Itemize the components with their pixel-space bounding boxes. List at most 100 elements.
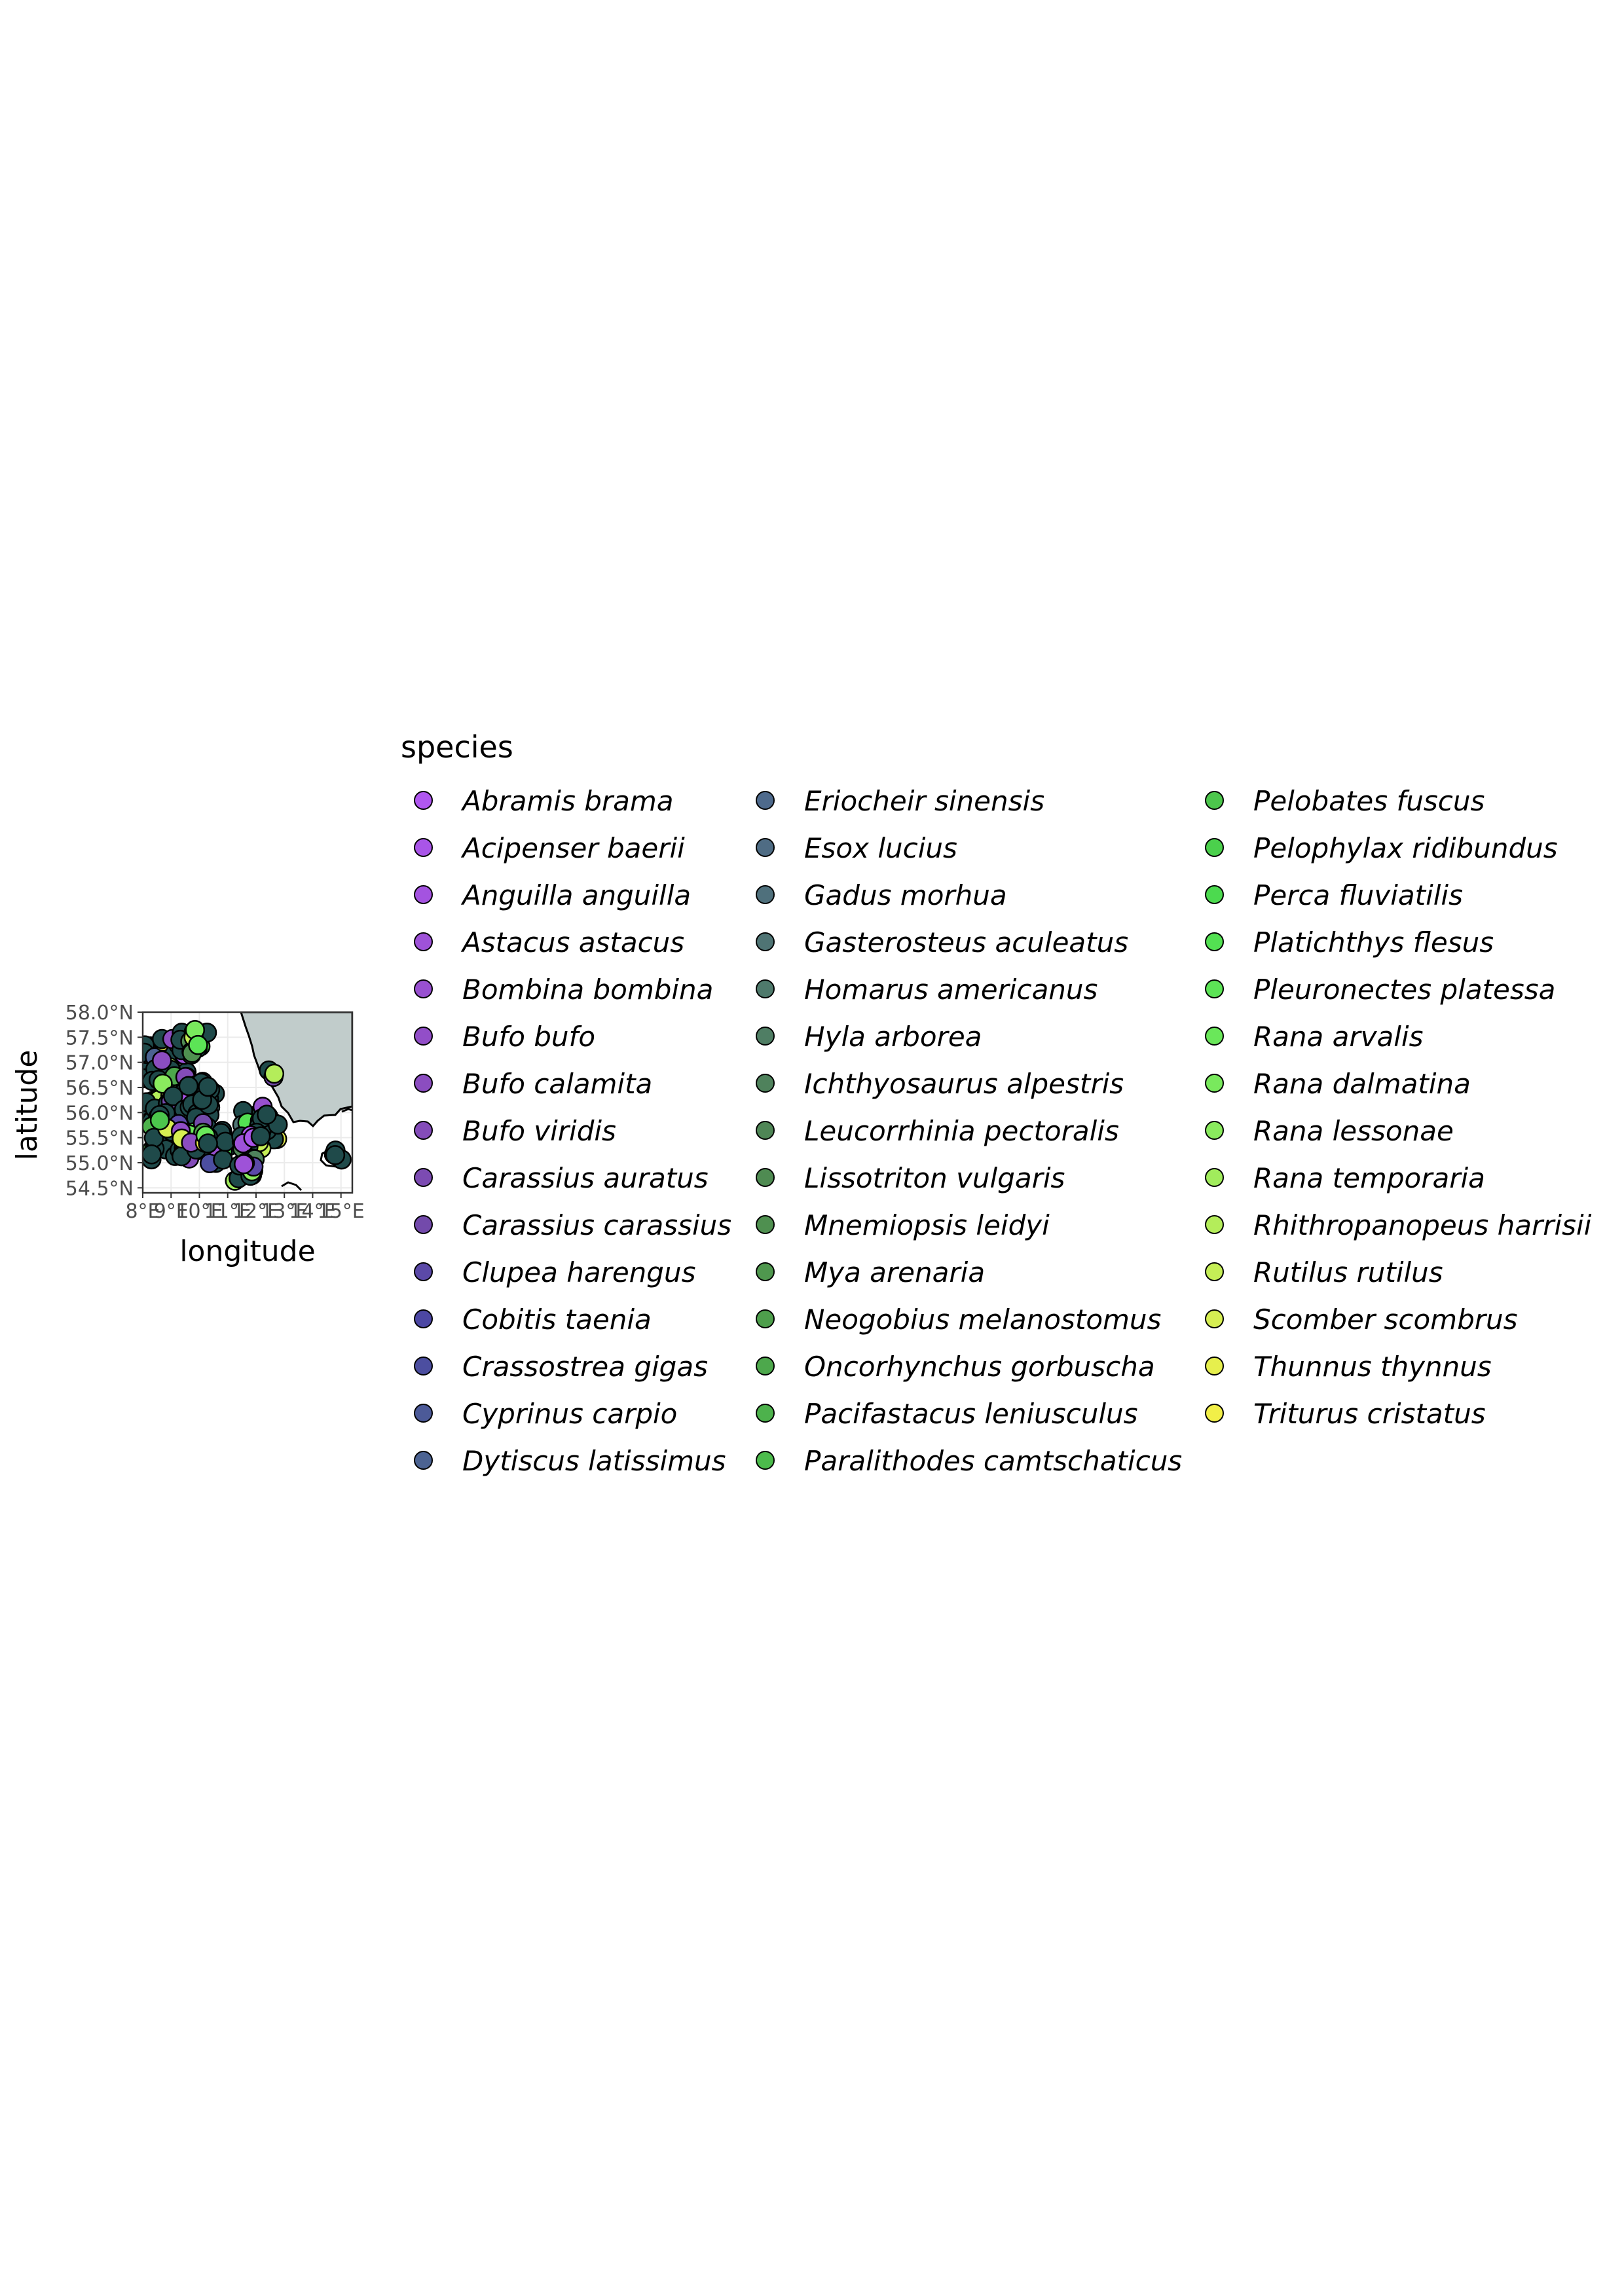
x-tick-label: 9°E xyxy=(154,1200,189,1223)
occurrence-point xyxy=(149,1110,170,1131)
legend-label: Rutilus rutilus xyxy=(1253,1256,1443,1288)
legend-key-circle-icon xyxy=(1205,1262,1224,1281)
legend-label: Rhithropanopeus harrisii xyxy=(1253,1209,1592,1241)
legend-key-circle-icon xyxy=(1205,979,1224,998)
legend-key-circle-icon xyxy=(756,838,775,857)
occurrence-point xyxy=(188,1034,208,1055)
legend-label: Triturus cristatus xyxy=(1253,1398,1486,1430)
legend-key-circle-icon xyxy=(756,1262,775,1281)
legend-label: Rana arvalis xyxy=(1253,1021,1424,1053)
y-tick-label: 56.5°N xyxy=(65,1077,134,1100)
legend-key-circle-icon xyxy=(414,838,433,857)
y-tick-label: 58.0°N xyxy=(65,1002,134,1025)
legend-key-circle-icon xyxy=(414,1451,433,1470)
legend-key-circle-icon xyxy=(1205,885,1224,904)
occurrence-point xyxy=(264,1063,285,1084)
legend-key-circle-icon xyxy=(414,1309,433,1328)
legend-key-circle-icon xyxy=(756,885,775,904)
legend-label: Lissotriton vulgaris xyxy=(804,1162,1065,1194)
legend-key-circle-icon xyxy=(1205,838,1224,857)
legend-label: Ichthyosaurus alpestris xyxy=(804,1068,1124,1100)
legend-key-circle-icon xyxy=(414,1262,433,1281)
legend-key-circle-icon xyxy=(1205,1121,1224,1140)
legend-key-circle-icon xyxy=(414,1357,433,1376)
legend-label: Scomber scombrus xyxy=(1253,1303,1518,1336)
legend-label: Carassius auratus xyxy=(462,1162,709,1194)
occurrence-point xyxy=(257,1104,277,1125)
legend-key-circle-icon xyxy=(1205,791,1224,810)
legend-label: Abramis brama xyxy=(462,785,674,817)
legend-label: Thunnus thynnus xyxy=(1253,1351,1492,1383)
x-axis: 8°E9°E10°E11°E12°E13°E14°E15°E xyxy=(125,1193,365,1223)
legend-key-circle-icon xyxy=(414,1404,433,1423)
coastline-east xyxy=(341,1108,352,1113)
occurrence-point xyxy=(325,1145,346,1165)
legend-key-circle-icon xyxy=(1205,1027,1224,1046)
legend-key-circle-icon xyxy=(756,1215,775,1234)
legend-key-circle-icon xyxy=(414,1121,433,1140)
legend-label: Pacifastacus leniusculus xyxy=(804,1398,1138,1430)
legend-key-circle-icon xyxy=(756,1309,775,1328)
legend-key-circle-icon xyxy=(756,1357,775,1376)
occurrence-points xyxy=(143,1019,352,1191)
x-tick-label: 8°E xyxy=(125,1200,160,1223)
legend-key-circle-icon xyxy=(756,1027,775,1046)
legend-label: Oncorhynchus gorbuscha xyxy=(804,1351,1155,1383)
sea-area xyxy=(240,1012,352,1128)
legend-label: Pelophylax ridibundus xyxy=(1253,832,1558,864)
legend-key-circle-icon xyxy=(1205,1357,1224,1376)
occurrence-point xyxy=(250,1126,271,1146)
legend-key-circle-icon xyxy=(414,791,433,810)
legend-label: Rana lessonae xyxy=(1253,1115,1454,1147)
x-axis-title: longitude xyxy=(179,1235,315,1268)
y-tick-label: 56.0°N xyxy=(65,1102,134,1125)
legend-title: species xyxy=(401,729,513,765)
x-tick-label: 11°E xyxy=(204,1200,251,1223)
legend-label: Carassius carassius xyxy=(462,1209,732,1241)
legend-label: Platichthys flesus xyxy=(1253,926,1494,958)
legend-label: Pelobates fuscus xyxy=(1253,785,1485,817)
y-axis: 54.5°N55.0°N55.5°N56.0°N56.5°N57.0°N 57.5… xyxy=(65,1002,143,1200)
legend-key-circle-icon xyxy=(1205,932,1224,951)
coastline-south xyxy=(281,1181,303,1192)
legend-label: Hyla arborea xyxy=(804,1021,982,1053)
y-tick-label: 57.0°N xyxy=(65,1052,134,1075)
legend-key-circle-icon xyxy=(756,932,775,951)
legend-key-circle-icon xyxy=(414,932,433,951)
legend-label: Mya arenaria xyxy=(804,1256,986,1288)
legend-key-circle-icon xyxy=(756,1074,775,1093)
legend-label: Homarus americanus xyxy=(804,974,1098,1006)
x-tick-label: 10°E xyxy=(175,1200,223,1223)
legend-label: Anguilla anguilla xyxy=(462,879,692,911)
legend-label: Bombina bombina xyxy=(462,974,714,1006)
x-tick-label: 12°E xyxy=(232,1200,280,1223)
legend-label: Gadus morhua xyxy=(804,879,1007,911)
legend-key-circle-icon xyxy=(414,1027,433,1046)
legend-key-circle-icon xyxy=(414,1074,433,1093)
legend-label: Bufo bufo xyxy=(462,1021,596,1053)
legend-label: Paralithodes camtschaticus xyxy=(804,1445,1183,1477)
legend-label: Esox lucius xyxy=(804,832,957,864)
occurrence-point xyxy=(151,1050,172,1071)
y-tick-label: 57.5°N xyxy=(65,1027,134,1049)
legend-label: Cyprinus carpio xyxy=(462,1398,678,1430)
legend-key-circle-icon xyxy=(414,1215,433,1234)
legend-key-circle-icon xyxy=(414,979,433,998)
legend-label: Rana temporaria xyxy=(1253,1162,1485,1194)
map-panel-border xyxy=(141,1011,354,1194)
legend-key-circle-icon xyxy=(756,1121,775,1140)
occurrence-point xyxy=(178,1076,199,1097)
legend-label: Eriocheir sinensis xyxy=(804,785,1045,817)
y-tick-label: 55.0°N xyxy=(65,1152,134,1175)
legend-label: Crassostrea gigas xyxy=(462,1351,708,1383)
legend-key-circle-icon xyxy=(756,979,775,998)
legend-key-circle-icon xyxy=(756,791,775,810)
legend-label: Pleuronectes platessa xyxy=(1253,974,1556,1006)
legend-label: Acipenser baerii xyxy=(462,832,685,864)
legend-label: Leucorrhinia pectoralis xyxy=(804,1115,1119,1147)
legend-label: Astacus astacus xyxy=(462,926,685,958)
occurrence-point xyxy=(198,1076,218,1097)
legend-label: Mnemiopsis leidyi xyxy=(804,1209,1050,1241)
occurrence-point xyxy=(198,1133,218,1154)
